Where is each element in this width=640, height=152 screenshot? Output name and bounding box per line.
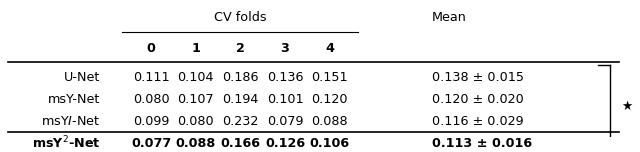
Text: 1: 1 <box>191 42 200 55</box>
Text: Mean: Mean <box>431 11 467 24</box>
Text: 0.194: 0.194 <box>222 93 259 106</box>
Text: 0.120: 0.120 <box>311 93 348 106</box>
Text: 3: 3 <box>280 42 289 55</box>
Text: msY$\mathit{I}$-Net: msY$\mathit{I}$-Net <box>41 115 100 128</box>
Text: 0.101: 0.101 <box>267 93 303 106</box>
Text: 0.080: 0.080 <box>133 93 170 106</box>
Text: 0.166: 0.166 <box>220 137 260 150</box>
Text: 2: 2 <box>236 42 244 55</box>
Text: U-Net: U-Net <box>64 71 100 84</box>
Text: msY-Net: msY-Net <box>48 93 100 106</box>
Text: 0.104: 0.104 <box>177 71 214 84</box>
Text: 0.120 ± 0.020: 0.120 ± 0.020 <box>431 93 524 106</box>
Text: 0.232: 0.232 <box>222 115 259 128</box>
Text: 0.088: 0.088 <box>175 137 216 150</box>
Text: 0.136: 0.136 <box>267 71 303 84</box>
Text: 0.138 ± 0.015: 0.138 ± 0.015 <box>431 71 524 84</box>
Text: 0.080: 0.080 <box>177 115 214 128</box>
Text: 0.079: 0.079 <box>267 115 303 128</box>
Text: CV folds: CV folds <box>214 11 267 24</box>
Text: 0.186: 0.186 <box>222 71 259 84</box>
Text: 0.151: 0.151 <box>311 71 348 84</box>
Text: 0.107: 0.107 <box>177 93 214 106</box>
Text: 0: 0 <box>147 42 156 55</box>
Text: 0.106: 0.106 <box>310 137 349 150</box>
Text: msY$^2$-Net: msY$^2$-Net <box>31 135 100 151</box>
Text: 0.077: 0.077 <box>131 137 172 150</box>
Text: 0.099: 0.099 <box>133 115 170 128</box>
Text: 0.116 ± 0.029: 0.116 ± 0.029 <box>431 115 523 128</box>
Text: 4: 4 <box>325 42 334 55</box>
Text: 0.113 ± 0.016: 0.113 ± 0.016 <box>431 137 532 150</box>
Text: 0.111: 0.111 <box>133 71 170 84</box>
Text: 0.126: 0.126 <box>265 137 305 150</box>
Text: ★: ★ <box>621 100 633 113</box>
Text: 0.088: 0.088 <box>311 115 348 128</box>
